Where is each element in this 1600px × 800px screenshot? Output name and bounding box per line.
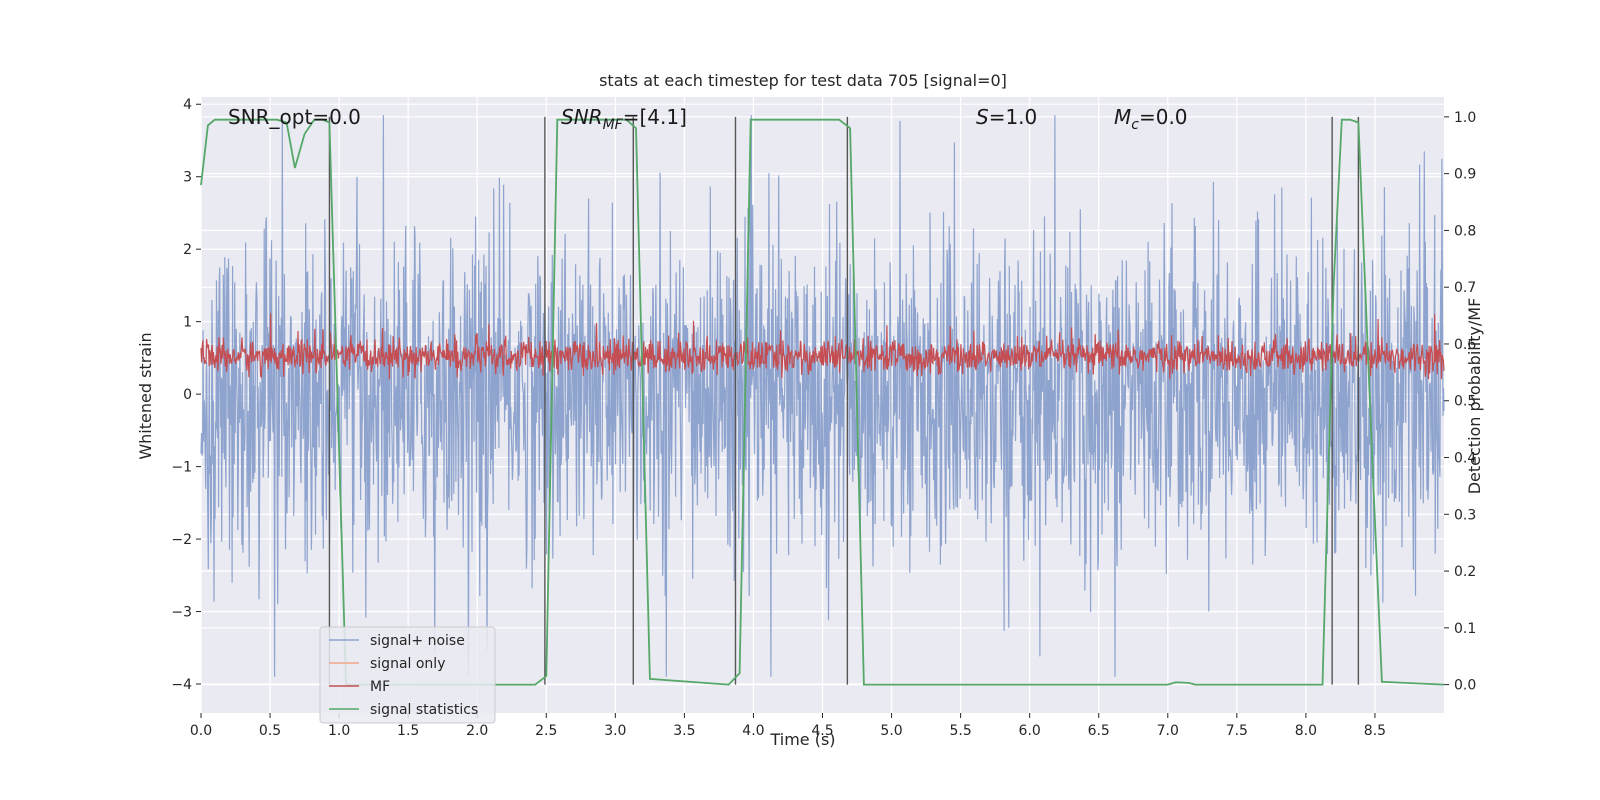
annotation-snr-mf: SNRMF=[4.1] — [561, 105, 687, 133]
legend-label-signal-noise: signal+ noise — [370, 633, 465, 649]
y-right-tick-2: 0.8 — [1454, 223, 1476, 239]
y-left-tick-4: 0 — [183, 387, 192, 403]
x-tick-6: 3.0 — [604, 723, 626, 739]
y-right-tick-10: 0.0 — [1454, 678, 1476, 694]
x-tick-16: 8.0 — [1295, 723, 1317, 739]
x-tick-9: 4.5 — [811, 723, 833, 739]
x-axis-label: Time (s) — [769, 730, 835, 749]
legend-label-signal-only: signal only — [370, 656, 445, 672]
x-tick-17: 8.5 — [1364, 723, 1386, 739]
legend-label-mf: MF — [370, 679, 390, 695]
annotation-mc-value: =0.0 — [1139, 105, 1188, 129]
series-mf — [200, 313, 1445, 380]
x-tick-13: 6.5 — [1088, 723, 1110, 739]
annotation-mc-sub: c — [1131, 117, 1139, 133]
x-tick-7: 3.5 — [673, 723, 695, 739]
x-tick-2: 1.0 — [328, 723, 350, 739]
y-right-tick-9: 0.1 — [1454, 621, 1476, 637]
x-tick-10: 5.0 — [880, 723, 902, 739]
annotation-snr-mf-value: =[4.1] — [623, 105, 687, 129]
annotation-mc-base: M — [1114, 105, 1131, 129]
y-right-tick-1: 0.9 — [1454, 167, 1476, 183]
y-right-axis-label: Detection probability/MF — [1465, 298, 1484, 495]
x-tick-11: 5.5 — [949, 723, 971, 739]
annotation-s-base: S — [976, 105, 989, 129]
y-right-tick-6: 0.4 — [1454, 451, 1476, 467]
annotation-snr-mf-base: SNR — [561, 105, 603, 129]
series-signal-noise — [200, 115, 1445, 677]
y-right-tick-8: 0.2 — [1454, 564, 1476, 580]
y-left-tick-7: −3 — [171, 605, 192, 621]
y-left-tick-2: 2 — [183, 242, 192, 258]
y-right-tick-7: 0.3 — [1454, 507, 1476, 523]
chart-title: stats at each timestep for test data 705… — [599, 71, 1007, 90]
y-left-tick-0: 4 — [183, 97, 192, 113]
y-left-tick-1: 3 — [183, 170, 192, 186]
x-tick-1: 0.5 — [259, 723, 281, 739]
y-right-tick-labels: 1.0 0.9 0.8 0.7 0.6 0.5 0.4 0.3 0.2 0.1 0.0 — [1444, 110, 1476, 694]
y-left-tick-8: −4 — [171, 677, 192, 693]
x-tick-3: 1.5 — [397, 723, 419, 739]
y-right-tick-4: 0.6 — [1454, 337, 1476, 353]
y-left-tick-5: −1 — [171, 460, 192, 476]
legend-box — [319, 626, 496, 724]
y-left-tick-6: −2 — [171, 532, 192, 548]
series-signal-statistics — [200, 118, 1445, 686]
y-right-tick-5: 0.5 — [1454, 394, 1476, 410]
x-tick-14: 7.0 — [1157, 723, 1179, 739]
vertical-markers — [328, 116, 1360, 685]
x-tick-labels: 0.0 0.5 1.0 1.5 2.0 2.5 3.0 3.5 4.0 4.5 5.0 5.5 6.0 6… — [190, 713, 1386, 739]
x-tick-0: 0.0 — [190, 723, 212, 739]
x-tick-5: 2.5 — [535, 723, 557, 739]
annotation-s: S=1.0 — [976, 105, 1037, 129]
annotation-s-value: =1.0 — [989, 105, 1038, 129]
x-tick-4: 2.0 — [466, 723, 488, 739]
annotation-snr-opt: SNR_opt=0.0 — [228, 105, 361, 129]
x-tick-12: 6.0 — [1019, 723, 1041, 739]
annotation-snr-mf-sub: MF — [603, 117, 624, 133]
y-left-tick-3: 1 — [183, 315, 192, 331]
y-left-tick-labels: 4 3 2 1 0 −1 −2 −3 −4 — [171, 97, 201, 693]
y-right-tick-3: 0.7 — [1454, 280, 1476, 296]
series-layer — [200, 115, 1445, 686]
y-left-axis-label: Whitened strain — [136, 332, 155, 459]
legend: signal+ noise signal only MF signal stat… — [319, 626, 496, 724]
annotation-mc: Mc=0.0 — [1114, 105, 1188, 133]
y-right-tick-0: 1.0 — [1454, 110, 1476, 126]
x-tick-15: 7.5 — [1226, 723, 1248, 739]
x-tick-8: 4.0 — [742, 723, 764, 739]
legend-label-signal-statistics: signal statistics — [370, 702, 478, 718]
